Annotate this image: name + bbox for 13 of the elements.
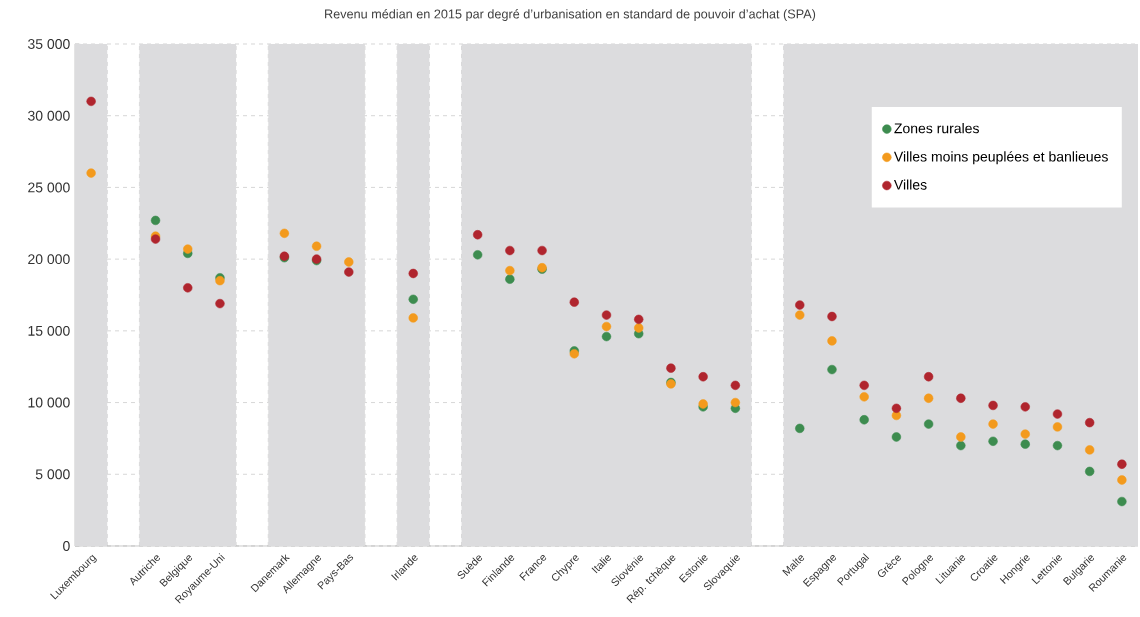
y-tick-label: 0	[63, 541, 70, 551]
legend-label: Villes moins peuplées et banlieues	[893, 151, 1108, 165]
y-tick-label: 35 000	[28, 39, 70, 49]
chart-title: Revenu médian en 2015 par degré d’urbanisation en standard de pouvoir d’achat (SPA)	[325, 9, 816, 21]
x-tick-label: Italie	[591, 555, 611, 574]
y-tick-label: 15 000	[28, 325, 70, 336]
y-tick-label: 25 000	[28, 182, 70, 193]
y-tick-label: 10 000	[28, 397, 70, 408]
y-tick-label: 30 000	[28, 110, 70, 121]
legend-label: Zones rurales	[894, 123, 979, 134]
y-tick-label: 5 000	[35, 469, 70, 480]
y-tick-label: 20 000	[28, 254, 70, 265]
legend-label: Villes	[893, 179, 927, 190]
